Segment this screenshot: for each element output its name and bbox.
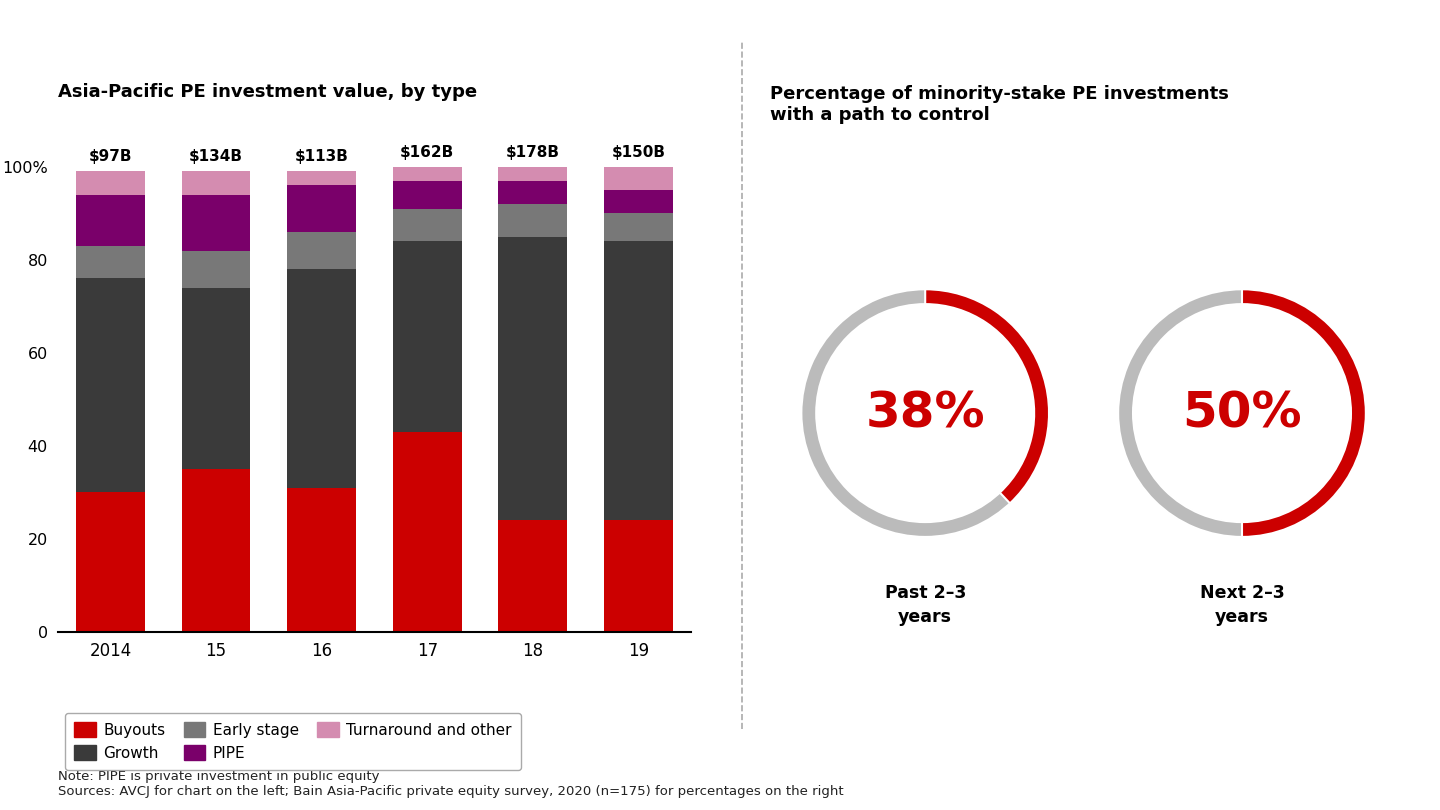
Bar [498, 237, 567, 520]
Wedge shape [1119, 289, 1365, 537]
Text: 38%: 38% [865, 389, 985, 437]
Text: $150B: $150B [612, 145, 665, 160]
Bar [181, 288, 251, 469]
Text: 50%: 50% [1182, 389, 1302, 437]
Text: $113B: $113B [295, 150, 348, 164]
Bar [393, 167, 461, 181]
Text: $162B: $162B [400, 145, 455, 160]
Legend: Buyouts, Growth, Early stage, PIPE, Turnaround and other: Buyouts, Growth, Early stage, PIPE, Turn… [65, 713, 521, 770]
Bar [76, 279, 144, 492]
Text: Asia-Pacific PE investment value, by type: Asia-Pacific PE investment value, by typ… [58, 83, 477, 101]
Bar [76, 246, 144, 279]
Bar [287, 232, 356, 269]
Bar [605, 241, 672, 520]
Bar [605, 520, 672, 632]
Bar [498, 204, 567, 237]
Text: $134B: $134B [189, 150, 243, 164]
Bar [605, 213, 672, 241]
Bar [498, 520, 567, 632]
Bar [287, 488, 356, 632]
Bar [76, 172, 144, 194]
Bar [181, 250, 251, 288]
Bar [181, 194, 251, 250]
Wedge shape [1119, 289, 1243, 537]
Text: Note: PIPE is private investment in public equity
Sources: AVCJ for chart on the: Note: PIPE is private investment in publ… [58, 770, 844, 798]
Text: Percentage of minority-stake PE investments
with a path to control: Percentage of minority-stake PE investme… [770, 85, 1230, 124]
Bar [605, 190, 672, 213]
Bar [393, 181, 461, 209]
Bar [76, 492, 144, 632]
Bar [393, 241, 461, 432]
Bar [287, 172, 356, 185]
Bar [287, 185, 356, 232]
Text: $97B: $97B [89, 150, 132, 164]
Bar [181, 469, 251, 632]
Text: Past 2–3
years: Past 2–3 years [884, 584, 966, 625]
Bar [76, 194, 144, 246]
Wedge shape [924, 289, 1048, 503]
Bar [287, 269, 356, 488]
Bar [181, 172, 251, 194]
Wedge shape [802, 289, 1009, 537]
Bar [498, 167, 567, 181]
Text: Next 2–3
years: Next 2–3 years [1200, 584, 1284, 625]
Text: $178B: $178B [505, 145, 560, 160]
Wedge shape [1241, 289, 1365, 537]
Wedge shape [802, 289, 1048, 537]
Bar [605, 167, 672, 190]
Bar [393, 209, 461, 241]
Bar [393, 432, 461, 632]
Bar [498, 181, 567, 204]
